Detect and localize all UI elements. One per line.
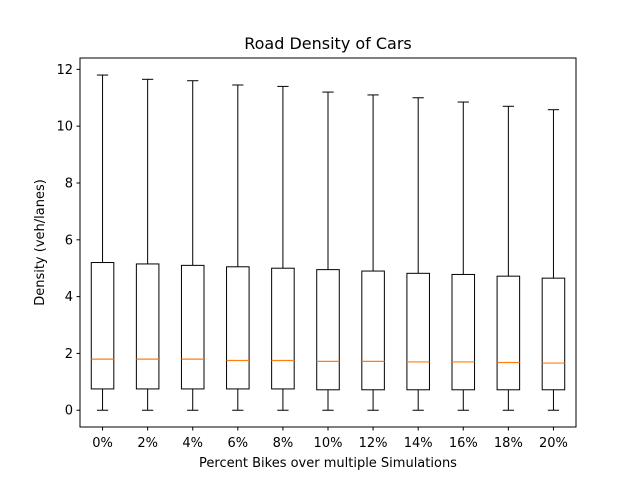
x-axis-label: Percent Bikes over multiple Simulations [199, 456, 457, 471]
x-tick-label: 8% [273, 436, 294, 451]
iqr-box [406, 272, 430, 391]
y-axis-label: Density (veh/lanes) [33, 179, 48, 306]
box-plot-4 [271, 85, 295, 411]
box-group [90, 74, 566, 411]
y-tick-label: 6 [65, 233, 73, 248]
iqr-box [496, 275, 521, 391]
box-plot-5 [316, 91, 340, 411]
box-plot-0 [90, 74, 115, 411]
y-tick-label: 2 [65, 347, 73, 362]
box-plot-1 [135, 78, 160, 411]
box-plot-3 [226, 84, 250, 411]
box-plot-10 [541, 109, 566, 411]
x-tick-label: 4% [182, 436, 203, 451]
box-plot-7 [406, 97, 430, 411]
box-plot-2 [180, 80, 205, 411]
y-tick-label: 8 [65, 176, 73, 191]
y-tick-label: 12 [56, 63, 73, 78]
iqr-box [451, 273, 476, 391]
x-tick-label: 18% [494, 436, 523, 451]
x-tick-label: 14% [404, 436, 433, 451]
y-tick-label: 10 [56, 120, 73, 135]
plot-frame [79, 57, 577, 428]
x-tick-label: 12% [359, 436, 388, 451]
y-tick-label: 4 [65, 290, 73, 305]
box-plot-9 [496, 105, 521, 411]
chart-title: Road Density of Cars [244, 34, 412, 53]
y-axis: 0 2 4 6 8 10 12 [56, 63, 80, 419]
box-plot-8 [451, 101, 476, 411]
iqr-box [226, 266, 250, 390]
iqr-box [271, 267, 295, 390]
x-tick-label: 10% [314, 436, 343, 451]
box-plot-6 [361, 94, 385, 411]
x-tick-label: 20% [539, 436, 568, 451]
x-tick-label: 0% [92, 436, 113, 451]
x-axis: 0% 2% 4% 6% 8% 10% 12% 14% 16% 18% 20% [92, 427, 568, 451]
iqr-box [180, 264, 205, 390]
iqr-box [361, 270, 385, 391]
x-tick-label: 16% [449, 436, 478, 451]
iqr-box [135, 263, 160, 390]
iqr-box [541, 277, 566, 391]
iqr-box [316, 269, 340, 391]
x-tick-label: 2% [137, 436, 158, 451]
iqr-box [90, 262, 115, 390]
y-tick-label: 0 [65, 404, 73, 419]
x-tick-label: 6% [228, 436, 249, 451]
